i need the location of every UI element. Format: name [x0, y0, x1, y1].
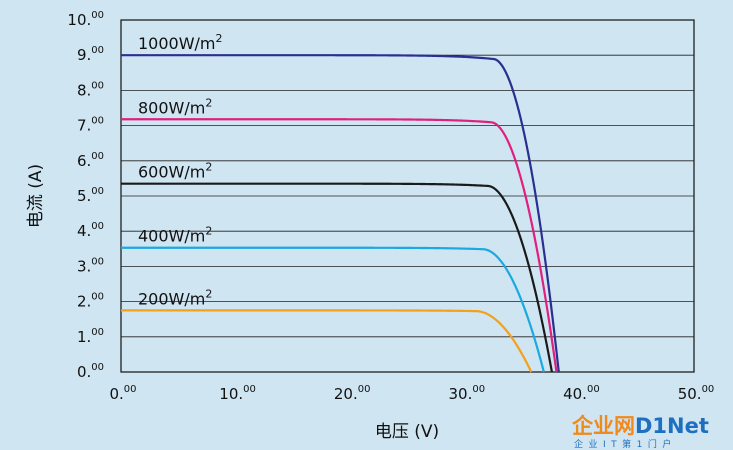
series-label: 1000W/m2	[138, 32, 223, 53]
series-line	[121, 246, 545, 373]
x-tick-label: 20.00	[334, 384, 371, 403]
y-tick-label: 8.00	[77, 80, 104, 99]
logo-subtitle: 企业IT第1门户	[574, 440, 677, 450]
y-tick-label: 7.00	[77, 116, 104, 135]
y-tick-label: 6.00	[77, 151, 104, 170]
x-tick-labels: 0.00 10.00 20.00 30.00 40.00 50.00	[109, 384, 714, 403]
series-line	[121, 182, 553, 373]
series-line	[121, 118, 558, 373]
d1net-logo: 企业网D1Net 企业IT第1门户	[572, 410, 732, 450]
x-tick-label: 30.00	[449, 384, 486, 403]
series-labels: 1000W/m2 800W/m2 600W/m2 400W/m2 200W/m2	[138, 32, 223, 308]
series-label: 600W/m2	[138, 161, 212, 182]
y-tick-label: 1.00	[77, 327, 104, 346]
y-tick-label: 2.00	[77, 292, 104, 311]
y-tick-label: 3.00	[77, 256, 104, 275]
series-label: 400W/m2	[138, 225, 212, 246]
series-label: 800W/m2	[138, 96, 212, 117]
y-axis-title: 电流 (A)	[26, 164, 46, 228]
series-lines	[121, 54, 560, 373]
logo-cn-text: 企业网	[572, 414, 635, 438]
x-axis-title: 电压 (V)	[375, 422, 439, 442]
series-label: 200W/m2	[138, 287, 212, 308]
x-tick-label: 10.00	[219, 384, 256, 403]
y-tick-label: 10.00	[67, 10, 104, 29]
x-tick-label: 50.00	[678, 384, 715, 403]
y-tick-label: 5.00	[77, 186, 104, 205]
y-tick-label: 4.00	[77, 221, 104, 240]
y-tick-label: 9.00	[77, 45, 104, 64]
series-line	[121, 309, 533, 373]
x-tick-label: 40.00	[563, 384, 600, 403]
y-tick-labels: 0.00 1.00 2.00 3.00 4.00 5.00 6.00 7.00 8.00 9.00…	[67, 10, 104, 381]
series-line	[121, 54, 560, 373]
x-tick-label: 0.00	[109, 384, 136, 403]
logo-en-text: D1Net	[635, 414, 709, 438]
logo-main-text: 企业网D1Net	[572, 410, 709, 440]
y-tick-label: 0.00	[77, 362, 104, 381]
